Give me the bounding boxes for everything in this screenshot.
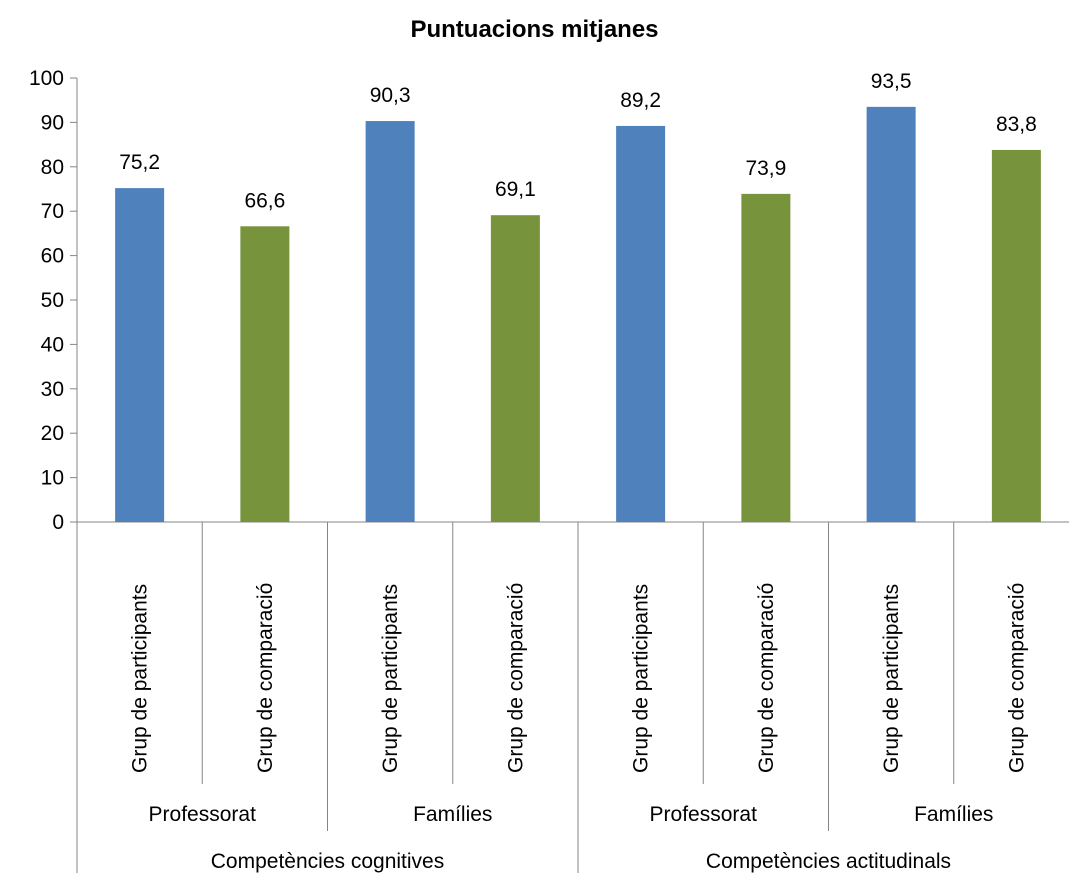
- category-label: Grup de comparació: [755, 583, 778, 773]
- group-label: Professorat: [149, 803, 257, 826]
- bar-value-label: 89,2: [620, 89, 661, 112]
- y-tick-label: 100: [29, 67, 64, 90]
- y-tick-label: 80: [41, 156, 64, 179]
- category-label: Grup de participants: [379, 584, 402, 773]
- y-tick-label: 60: [41, 245, 64, 268]
- bar-participants: [365, 121, 415, 523]
- group-label: Professorat: [650, 803, 758, 826]
- bar-value-label: 90,3: [370, 84, 411, 107]
- y-tick-label: 30: [41, 378, 64, 401]
- bar-value-label: 66,6: [244, 189, 285, 212]
- supergroup-label: Competències actitudinals: [706, 850, 951, 873]
- bar-value-label: 73,9: [745, 157, 786, 180]
- bar-comparison: [741, 193, 791, 522]
- bar-value-label: 83,8: [996, 113, 1037, 136]
- y-tick-label: 50: [41, 289, 64, 312]
- chart-title: Puntuacions mitjanes: [410, 16, 659, 43]
- category-label: Grup de comparació: [1005, 583, 1028, 773]
- y-tick-label: 20: [41, 422, 64, 445]
- category-label: Grup de comparació: [504, 583, 527, 773]
- category-label: Grup de participants: [880, 584, 903, 773]
- category-label: Grup de participants: [129, 584, 152, 773]
- y-tick-label: 40: [41, 333, 64, 356]
- bar-participants: [616, 125, 666, 523]
- bar-comparison: [991, 149, 1041, 523]
- bar-participants: [115, 188, 165, 522]
- group-label: Famílies: [413, 803, 492, 826]
- bar-comparison: [240, 226, 290, 522]
- bar-comparison: [490, 215, 540, 523]
- y-tick-label: 90: [41, 111, 64, 134]
- y-tick-label: 70: [41, 200, 64, 223]
- supergroup-label: Competències cognitives: [211, 850, 444, 873]
- y-tick-label: 0: [52, 511, 64, 534]
- group-label: Famílies: [914, 803, 993, 826]
- bar-value-label: 69,1: [495, 178, 536, 201]
- y-tick-label: 10: [41, 467, 64, 490]
- category-label: Grup de participants: [630, 584, 653, 773]
- category-label: Grup de comparació: [254, 583, 277, 773]
- bar-value-label: 75,2: [119, 151, 160, 174]
- bar-value-label: 93,5: [871, 70, 912, 93]
- bar-participants: [866, 106, 916, 523]
